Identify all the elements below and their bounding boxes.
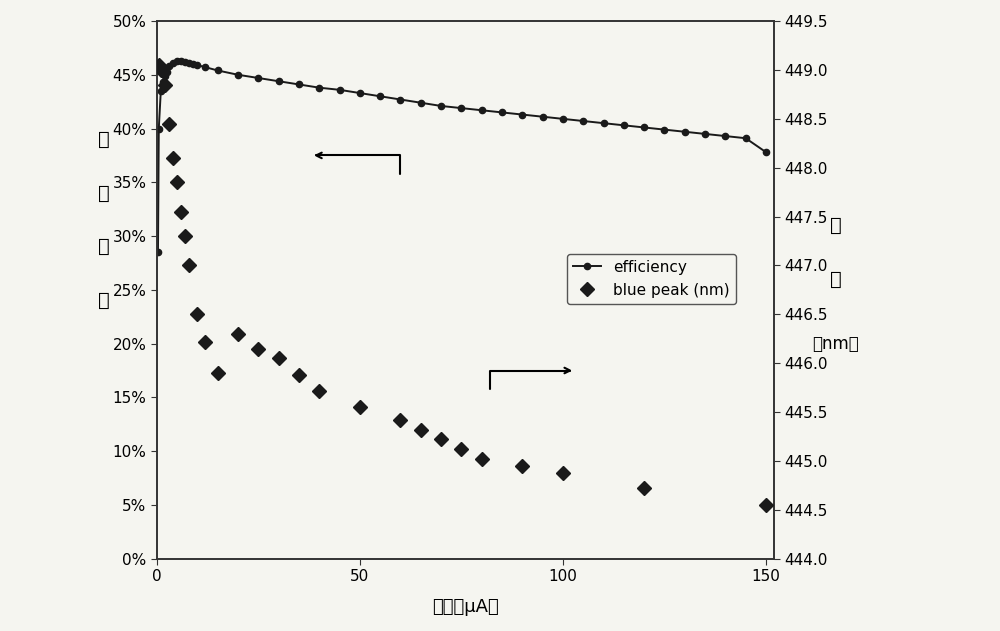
Text: 波: 波 bbox=[830, 216, 842, 235]
Text: 发: 发 bbox=[98, 130, 110, 149]
Text: （nm）: （nm） bbox=[812, 334, 859, 353]
Text: 效: 效 bbox=[98, 237, 110, 256]
Legend: efficiency, blue peak (nm): efficiency, blue peak (nm) bbox=[567, 254, 736, 304]
Text: 长: 长 bbox=[830, 269, 842, 288]
X-axis label: 电流（μA）: 电流（μA） bbox=[432, 598, 499, 616]
Text: 率: 率 bbox=[98, 291, 110, 310]
Text: 光: 光 bbox=[98, 184, 110, 203]
